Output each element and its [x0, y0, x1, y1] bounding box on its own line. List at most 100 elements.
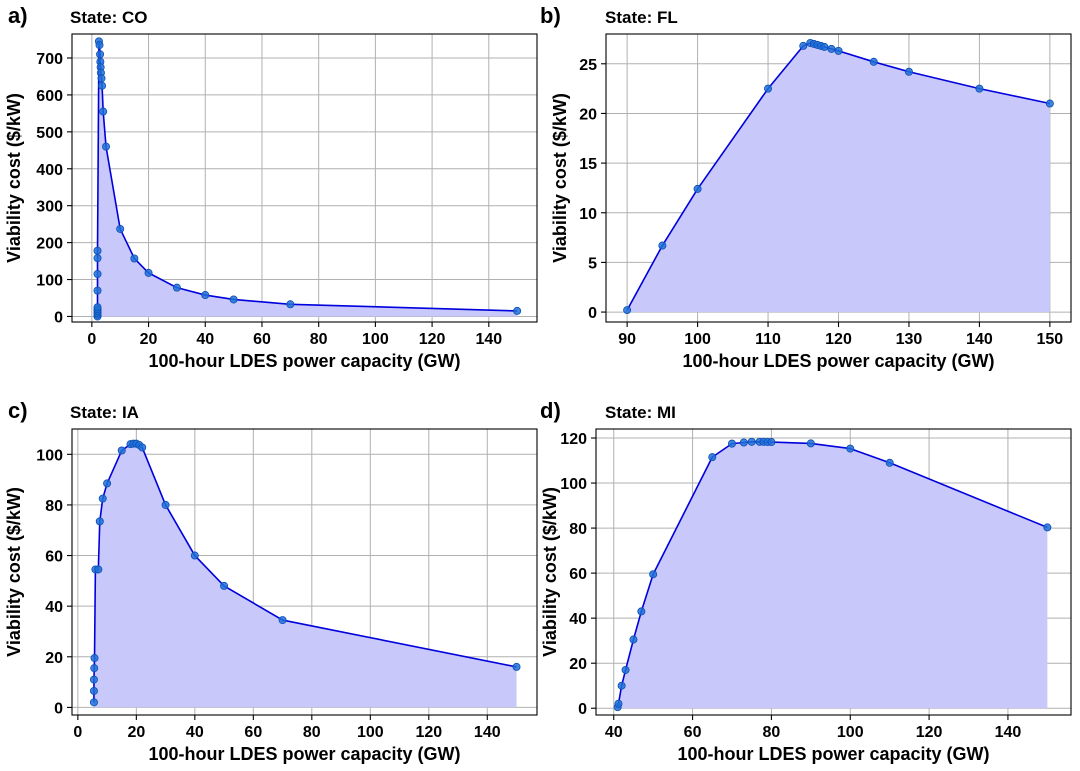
data-point [617, 681, 626, 690]
data-point [201, 291, 210, 300]
x-tick-label: 0 [73, 724, 82, 741]
panel-letter: b) [540, 3, 561, 28]
x-axis-label: 100-hour LDES power capacity (GW) [148, 744, 460, 764]
y-tick-label: 40 [45, 599, 63, 616]
data-point [130, 254, 139, 263]
y-tick-label: 20 [579, 106, 597, 123]
y-tick-label: 0 [578, 701, 587, 718]
y-tick-label: 60 [569, 566, 587, 583]
data-point [904, 67, 913, 76]
x-tick-label: 100 [684, 331, 711, 348]
x-tick-label: 60 [244, 724, 262, 741]
y-axis-label: Viability cost ($/kW) [550, 93, 570, 263]
x-tick-label: 140 [475, 331, 502, 348]
axes-frame [71, 428, 538, 716]
data-point [89, 686, 98, 695]
data-point [739, 438, 748, 447]
panel-letter: d) [540, 398, 561, 423]
data-point [799, 41, 808, 50]
x-axis-label: 100-hour LDES power capacity (GW) [682, 351, 994, 371]
panel-2: 90 100 110 120 130 140 150 0 5 10 15 20 25 100-hour L… [540, 3, 1072, 371]
y-tick-label: 15 [579, 156, 597, 173]
data-point [102, 142, 111, 151]
data-point [116, 224, 125, 233]
y-tick-label: 80 [569, 521, 587, 538]
data-point [89, 698, 98, 707]
x-tick-label: 40 [186, 724, 204, 741]
area-fill [93, 443, 517, 708]
y-axis-label: Viability cost ($/kW) [4, 487, 24, 657]
data-point [90, 654, 99, 663]
data-point [1043, 523, 1052, 532]
data-point [190, 551, 199, 560]
y-tick-label: 300 [36, 199, 63, 216]
y-tick-label: 700 [36, 51, 63, 68]
data-point [649, 570, 658, 579]
data-point [637, 607, 646, 616]
y-tick-label: 100 [560, 476, 587, 493]
x-tick-label: 120 [825, 331, 852, 348]
data-point [144, 268, 153, 277]
data-point [96, 50, 105, 59]
data-point [727, 439, 736, 448]
data-point [220, 581, 229, 590]
axes-frame [595, 428, 1072, 716]
data-point [834, 46, 843, 55]
data-point [614, 699, 623, 708]
data-point [95, 517, 104, 526]
y-axis-label: Viability cost ($/kW) [4, 93, 24, 263]
y-tick-label: 25 [579, 57, 597, 74]
x-tick-label: 100 [362, 331, 389, 348]
data-point [806, 439, 815, 448]
data-point [93, 303, 102, 312]
data-point [747, 437, 756, 446]
panel-4: 40 60 80 100 120 140 0 20 40 60 80 100 120 100-hour L… [540, 398, 1072, 764]
data-point [846, 444, 855, 453]
area-fill [97, 41, 518, 317]
data-point [95, 41, 104, 50]
data-point [286, 300, 295, 309]
series-line [96, 40, 518, 317]
x-tick-label: 0 [87, 331, 96, 348]
data-point [93, 269, 102, 278]
data-point [827, 44, 836, 53]
panel-letter: c) [8, 398, 28, 423]
data-point [885, 458, 894, 467]
panel-title: State: MI [605, 403, 676, 422]
data-point [93, 246, 102, 255]
data-point [820, 42, 829, 51]
x-tick-label: 80 [303, 724, 321, 741]
y-tick-label: 40 [569, 611, 587, 628]
x-tick-label: 60 [253, 331, 271, 348]
x-tick-label: 20 [140, 331, 158, 348]
data-point [1045, 99, 1054, 108]
x-tick-label: 100 [837, 724, 864, 741]
x-tick-label: 140 [966, 331, 993, 348]
y-tick-label: 500 [36, 125, 63, 142]
x-tick-label: 60 [684, 724, 702, 741]
y-tick-label: 60 [45, 549, 63, 566]
data-point [93, 254, 102, 263]
panel-3: 0 20 40 60 80 100 120 140 0 20 40 60 80 100 100-hour L… [4, 398, 538, 764]
x-tick-label: 120 [415, 724, 442, 741]
data-point [117, 446, 126, 455]
data-point [621, 665, 630, 674]
x-tick-label: 90 [618, 331, 636, 348]
x-axis-label: 100-hour LDES power capacity (GW) [677, 744, 989, 764]
data-point [90, 664, 99, 673]
x-tick-label: 80 [310, 331, 328, 348]
data-point [161, 500, 170, 509]
data-point [97, 74, 106, 83]
axes-frame [71, 33, 538, 323]
x-tick-label: 120 [916, 724, 943, 741]
data-point [138, 443, 147, 452]
x-tick-label: 20 [127, 724, 145, 741]
panel-1: 0 20 40 60 80 100 120 140 0 100 200 300 400 500 600 700… [4, 3, 538, 371]
x-tick-label: 40 [605, 724, 623, 741]
data-point [767, 438, 776, 447]
y-tick-label: 20 [569, 656, 587, 673]
panel-letter: a) [8, 3, 28, 28]
y-tick-label: 400 [36, 162, 63, 179]
data-point [708, 453, 717, 462]
